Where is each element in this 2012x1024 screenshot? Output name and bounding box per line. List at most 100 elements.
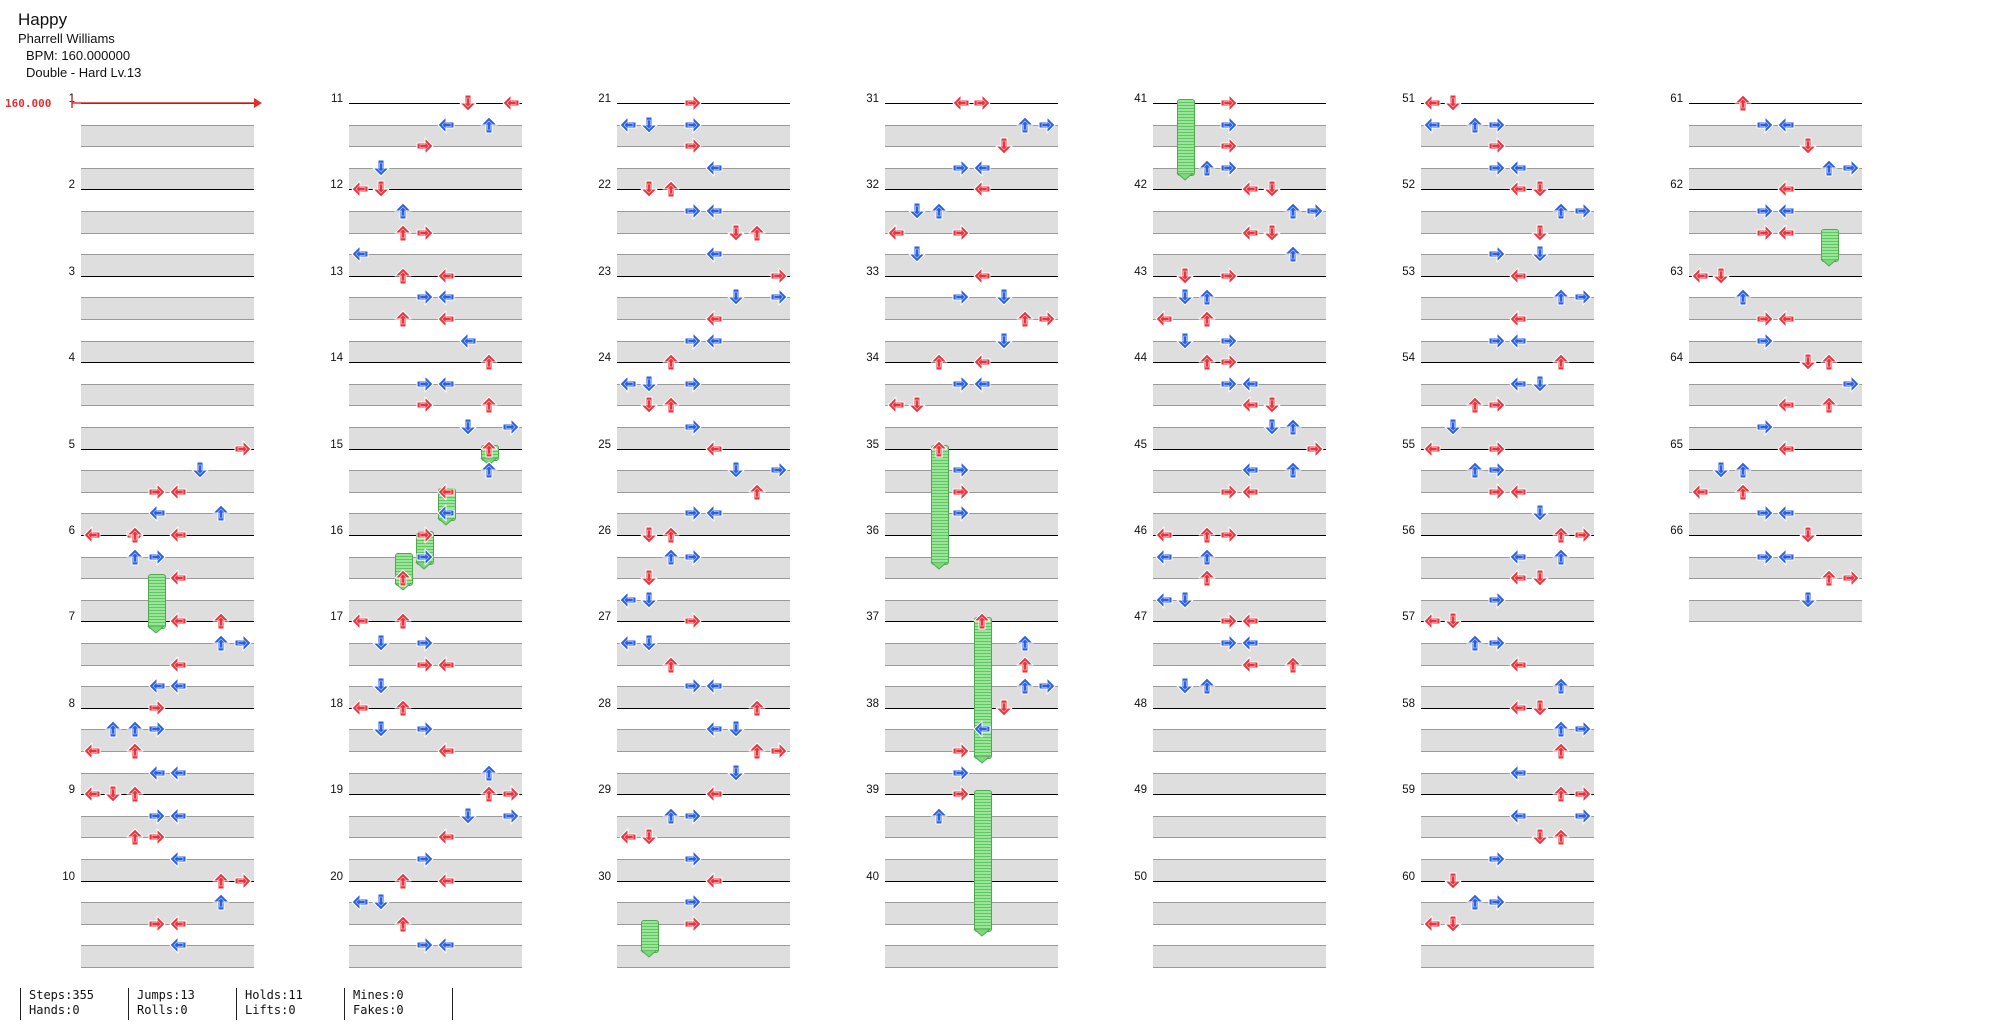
beat-row [349, 945, 522, 967]
beat-row [617, 772, 790, 795]
measure-number: 38 [866, 697, 879, 710]
beat-row [1153, 427, 1326, 449]
hold-end-cap [973, 928, 991, 937]
beat-line [81, 664, 254, 666]
measure-line [617, 707, 790, 709]
beat-line [1689, 297, 1862, 299]
measure-number: 20 [330, 870, 343, 883]
beat-line [1421, 340, 1594, 342]
measure-number: 11 [331, 93, 343, 105]
arrow-left-icon [619, 634, 637, 652]
arrow-right-icon [1488, 850, 1506, 868]
arrow-right-icon [1574, 526, 1592, 544]
chart-end-line [81, 967, 254, 968]
beat-row [349, 729, 522, 751]
beat-line [885, 297, 1058, 299]
beat-line [1689, 470, 1862, 472]
beat-line [1689, 491, 1862, 493]
arrow-down-icon [1444, 915, 1462, 933]
beat-line [349, 599, 522, 601]
measure-line [617, 189, 790, 191]
beat-line [1421, 427, 1594, 428]
arrow-right-icon [1220, 94, 1238, 112]
measure-number: 54 [1402, 352, 1415, 365]
beat-line [1153, 146, 1326, 148]
beat-line [885, 578, 1058, 580]
beat-row [1689, 535, 1862, 557]
arrow-right-icon [1574, 785, 1592, 803]
beat-row [885, 254, 1058, 276]
beat-line [1153, 427, 1326, 428]
arrow-left-icon [351, 699, 369, 717]
arrow-down-icon [1176, 332, 1194, 350]
arrow-right-icon [1220, 634, 1238, 652]
beat-line [1421, 513, 1594, 515]
beat-line [349, 578, 522, 580]
beat-row [885, 470, 1058, 492]
chart-column-4: 31 32 33 34 35 36 37 38 39 40 [0, 0, 1058, 1024]
beat-row [617, 211, 790, 233]
beat-line [885, 232, 1058, 234]
arrow-right-icon [148, 699, 166, 717]
stat-rolls: Rolls:0 [137, 1003, 188, 1017]
measure-number: 35 [866, 438, 879, 451]
arrow-right-icon [1220, 332, 1238, 350]
beat-line [885, 319, 1058, 320]
beat-line [349, 491, 522, 493]
arrow-right-icon [1574, 202, 1592, 220]
arrow-left-icon [705, 245, 723, 263]
hold-note [1177, 99, 1196, 176]
arrow-down-icon [727, 224, 745, 242]
arrow-right-icon [416, 288, 434, 306]
arrow-left-icon [1241, 483, 1259, 501]
arrow-left-icon [973, 267, 991, 285]
beat-line [885, 902, 1058, 904]
bpm-change-line [71, 98, 262, 108]
beat-line [349, 427, 522, 428]
measure-number: 46 [1134, 525, 1147, 537]
measure-number: 23 [598, 265, 611, 278]
song-artist: Pharrell Williams [18, 31, 115, 46]
measure-number: 24 [598, 352, 611, 365]
hold-end-cap [415, 561, 434, 570]
arrow-down-icon [640, 396, 658, 414]
beat-row [81, 945, 254, 967]
chart-end-line [1421, 967, 1594, 968]
arrow-up-icon [480, 764, 498, 782]
beat-row [1689, 492, 1862, 514]
arrow-right-icon [952, 764, 970, 782]
arrow-right-icon [234, 440, 252, 458]
beat-line [1153, 837, 1326, 839]
arrow-up-icon [1466, 396, 1484, 414]
arrow-down-icon [908, 396, 926, 414]
arrow-up-icon [1466, 116, 1484, 134]
beat-row [617, 729, 790, 751]
arrow-up-icon [394, 224, 412, 242]
beat-line [349, 556, 522, 558]
arrow-down-icon [1799, 137, 1817, 155]
beat-row [1689, 254, 1862, 276]
arrow-left-icon [1777, 224, 1795, 242]
arrow-down-icon [372, 720, 390, 738]
measure-number: 62 [1670, 179, 1683, 192]
arrow-right-icon [416, 720, 434, 738]
measure-line [81, 448, 254, 450]
arrow-left-icon [1777, 396, 1795, 414]
arrow-right-icon [684, 137, 702, 155]
measure-number: 3 [68, 265, 75, 278]
measure-number: 57 [1402, 611, 1415, 624]
beat-row [617, 297, 790, 319]
beat-row [349, 859, 522, 881]
arrow-down-icon [1712, 267, 1730, 285]
beat-line [885, 837, 1058, 839]
beat-line [885, 815, 1058, 817]
beat-line [617, 383, 790, 385]
beat-row [349, 924, 522, 946]
arrow-right-icon [416, 224, 434, 242]
arrow-left-icon [169, 915, 187, 933]
arrow-right-icon [684, 202, 702, 220]
arrow-left-icon [1509, 375, 1527, 393]
arrow-left-icon [1509, 332, 1527, 350]
measure-number: 44 [1134, 352, 1147, 365]
arrow-up-icon [1552, 353, 1570, 371]
